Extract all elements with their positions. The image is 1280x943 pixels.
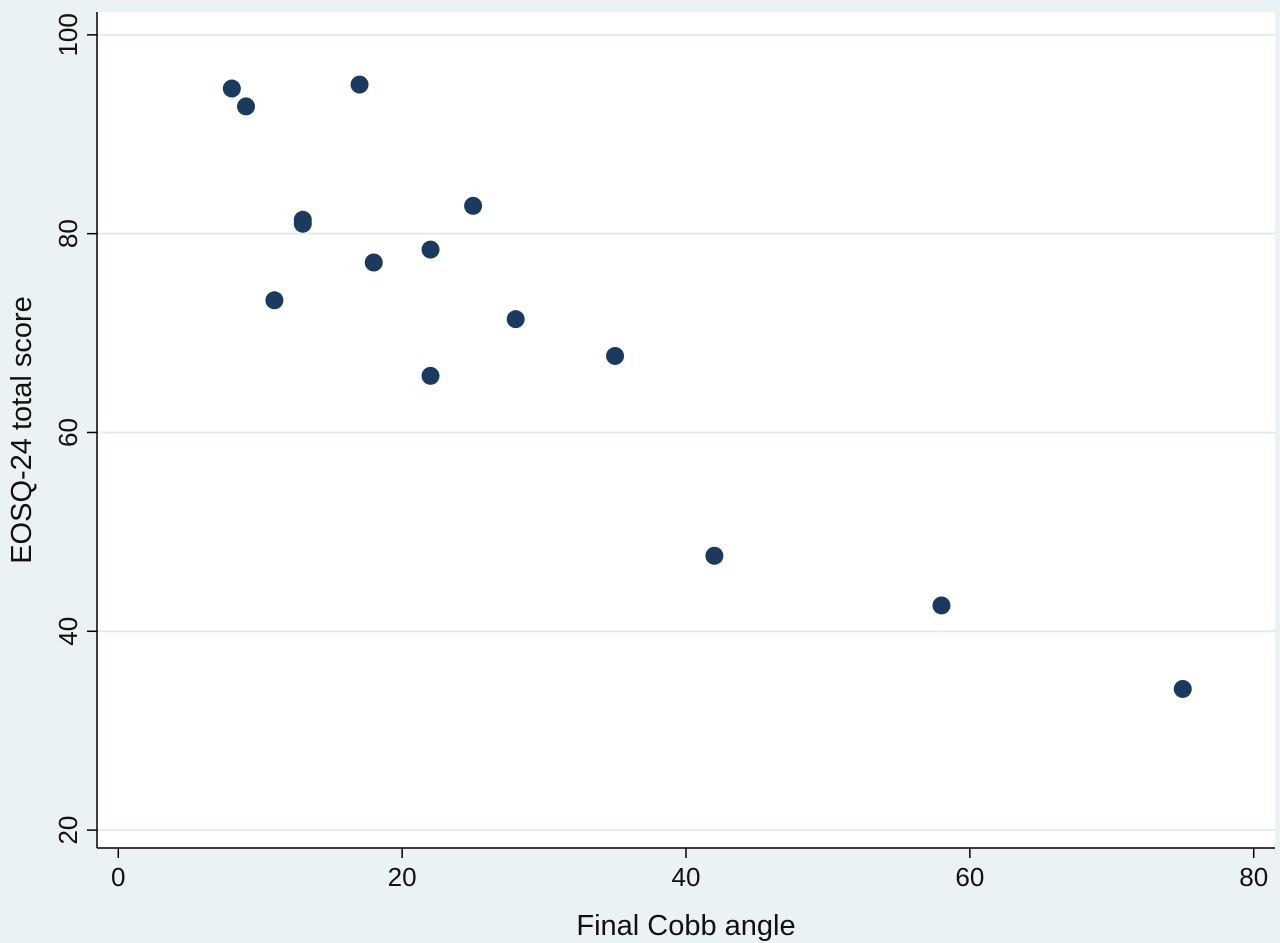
data-point [705,546,724,565]
y-tick-label: 60 [53,418,83,447]
data-point [293,214,312,233]
y-tick-label: 100 [53,13,83,56]
y-tick-label: 20 [53,816,83,845]
y-axis-ticks: 20 40 60 80 100 [53,13,97,845]
data-point [932,596,951,615]
x-tick-label: 20 [388,862,417,892]
data-point [421,366,440,385]
data-points [222,75,1192,698]
y-tick-label: 80 [53,219,83,248]
plot-area [97,12,1275,848]
x-tick-label: 60 [955,862,984,892]
x-axis-title: Final Cobb angle [576,910,795,942]
data-point [265,291,284,310]
data-point [464,196,483,215]
y-tick-label: 40 [53,617,83,646]
y-axis-title: EOSQ-24 total score [6,296,38,564]
data-point [222,79,241,98]
data-point [237,97,256,116]
data-point [421,240,440,259]
grid-lines [97,33,1275,832]
x-tick-label: 40 [672,862,701,892]
x-tick-label: 80 [1239,862,1268,892]
data-point [364,253,383,272]
data-point [1173,679,1192,698]
data-point [606,346,625,365]
data-point [350,75,369,94]
x-tick-label: 0 [111,862,125,892]
data-point [506,310,525,329]
x-axis-ticks: 0 20 40 60 80 [111,848,1268,892]
